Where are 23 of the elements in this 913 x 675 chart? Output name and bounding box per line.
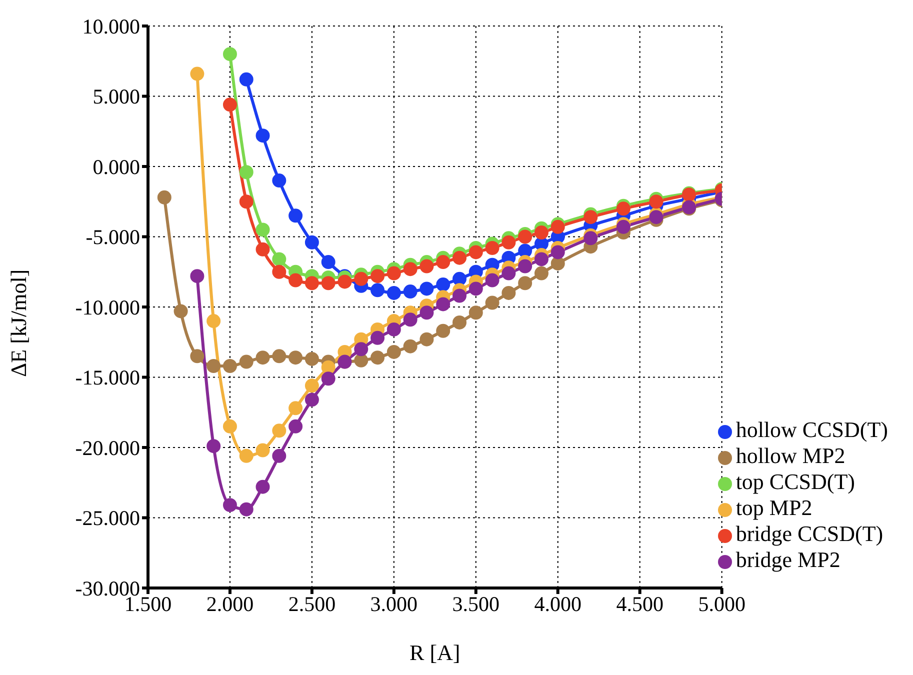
legend-label: top CCSD(T)	[736, 469, 855, 494]
x-tick-label: 3.000	[370, 592, 418, 616]
y-tick-label: -20.000	[75, 436, 140, 460]
legend-label: hollow CCSD(T)	[736, 417, 888, 442]
legend-label: bridge MP2	[736, 547, 840, 572]
x-tick-label: 3.500	[452, 592, 500, 616]
x-tick-label: 4.500	[616, 592, 664, 616]
legend-label: bridge CCSD(T)	[736, 521, 884, 546]
x-tick-label: 2.000	[206, 592, 254, 616]
y-tick-label: 0.000	[92, 154, 140, 179]
y-tick-label: -5.000	[86, 225, 140, 250]
y-axis-title: ΔE [kJ/mol]	[6, 269, 31, 377]
y-tick-label: -25.000	[75, 506, 140, 530]
x-tick-label: 2.500	[288, 592, 336, 616]
x-tick-label: 5.000	[698, 592, 746, 616]
y-tick-label: -15.000	[75, 366, 140, 390]
x-tick-label: 4.000	[534, 592, 582, 616]
y-tick-label: 10.000	[82, 14, 140, 38]
x-axis-title: R [A]	[410, 640, 460, 665]
y-tick-label: -10.000	[75, 295, 140, 320]
legend-label: top MP2	[736, 495, 812, 520]
legend-label: hollow MP2	[736, 443, 846, 468]
y-tick-label: 5.000	[92, 84, 140, 109]
